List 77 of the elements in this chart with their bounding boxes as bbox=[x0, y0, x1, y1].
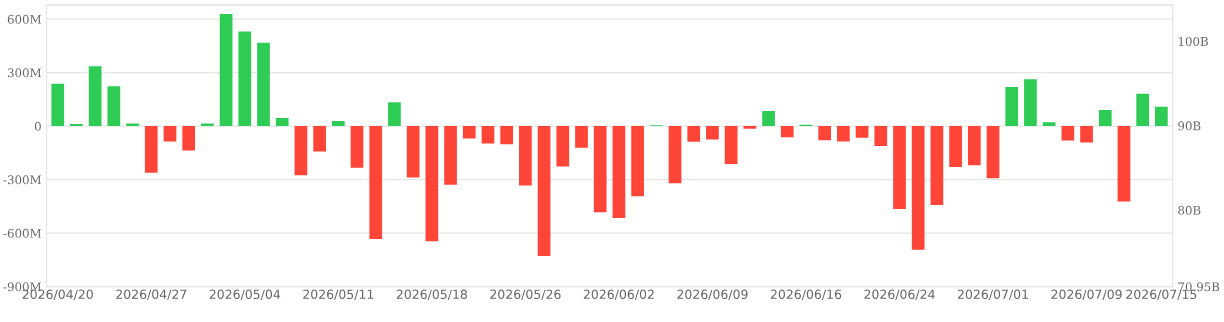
bar bbox=[275, 117, 289, 127]
bar bbox=[855, 126, 869, 138]
bar bbox=[201, 123, 214, 127]
bar bbox=[668, 126, 682, 184]
bar bbox=[1005, 87, 1019, 127]
bar bbox=[1098, 110, 1112, 127]
bar bbox=[238, 31, 252, 127]
bar bbox=[818, 126, 832, 141]
bar bbox=[575, 126, 588, 148]
bar bbox=[1080, 126, 1093, 143]
x-tick-label: 2026/06/09 bbox=[677, 289, 748, 301]
bar bbox=[481, 126, 495, 144]
y-tick-label: -600M bbox=[3, 228, 42, 238]
x-tick-label: 2026/06/02 bbox=[583, 289, 654, 301]
bar bbox=[949, 126, 962, 167]
bar bbox=[388, 102, 401, 127]
bar bbox=[462, 126, 476, 139]
bar bbox=[1117, 126, 1131, 202]
bar bbox=[257, 42, 270, 127]
bar bbox=[874, 126, 888, 147]
bar bbox=[1136, 93, 1150, 127]
bar bbox=[1042, 122, 1056, 127]
bar bbox=[444, 126, 457, 185]
x-tick-label: 2026/05/26 bbox=[490, 289, 561, 301]
bar bbox=[967, 126, 981, 166]
bar bbox=[893, 126, 906, 210]
bar bbox=[500, 126, 514, 145]
bar bbox=[1024, 79, 1037, 127]
x-tick-label: 2026/06/24 bbox=[864, 289, 935, 301]
bar bbox=[144, 126, 158, 173]
bar bbox=[425, 126, 439, 242]
bar bbox=[556, 126, 570, 167]
bar bbox=[219, 13, 233, 127]
y-tick-label: -300M bbox=[3, 175, 42, 185]
bar bbox=[687, 126, 701, 142]
x-tick-label: 2026/04/27 bbox=[116, 289, 187, 301]
bar bbox=[837, 126, 850, 142]
bar bbox=[163, 126, 177, 142]
bar bbox=[51, 83, 65, 127]
bar bbox=[593, 126, 607, 213]
y2-tick-label: 100B bbox=[1178, 36, 1208, 46]
bar bbox=[331, 120, 345, 127]
bar bbox=[986, 126, 1000, 179]
bar bbox=[631, 126, 644, 197]
bar bbox=[762, 110, 775, 127]
bar bbox=[294, 126, 308, 176]
bar bbox=[780, 126, 794, 138]
x-tick-label: 2026/05/18 bbox=[396, 289, 468, 301]
bar bbox=[537, 126, 551, 257]
y2-tick-label: 90B bbox=[1178, 121, 1201, 131]
x-tick-label: 2026/05/04 bbox=[209, 289, 281, 301]
y2-tick-label: 80B bbox=[1178, 205, 1201, 215]
x-tick-label: 2026/07/01 bbox=[957, 289, 1028, 301]
bar bbox=[612, 126, 626, 218]
x-tick-label: 2026/06/16 bbox=[770, 289, 842, 301]
x-tick-label: 2026/05/11 bbox=[303, 289, 374, 301]
bar bbox=[313, 126, 326, 152]
y-tick-label: 600M bbox=[7, 14, 42, 24]
bar bbox=[911, 126, 925, 250]
bar bbox=[182, 126, 196, 151]
bar bbox=[70, 123, 83, 127]
y-tick-label: 0 bbox=[34, 121, 41, 131]
bar bbox=[724, 126, 738, 164]
bar bbox=[1061, 126, 1075, 141]
bar bbox=[107, 86, 121, 127]
bar bbox=[369, 126, 383, 239]
bar bbox=[1155, 106, 1168, 127]
x-tick-label: 2026/07/09 bbox=[1051, 289, 1122, 301]
y-tick-label: 300M bbox=[7, 68, 42, 78]
bar bbox=[406, 126, 420, 178]
bar bbox=[930, 126, 944, 205]
bar bbox=[126, 123, 139, 127]
bar bbox=[706, 126, 719, 140]
bar bbox=[350, 126, 364, 168]
bar bbox=[88, 66, 102, 127]
bar bbox=[519, 126, 532, 186]
bar bbox=[743, 126, 757, 129]
